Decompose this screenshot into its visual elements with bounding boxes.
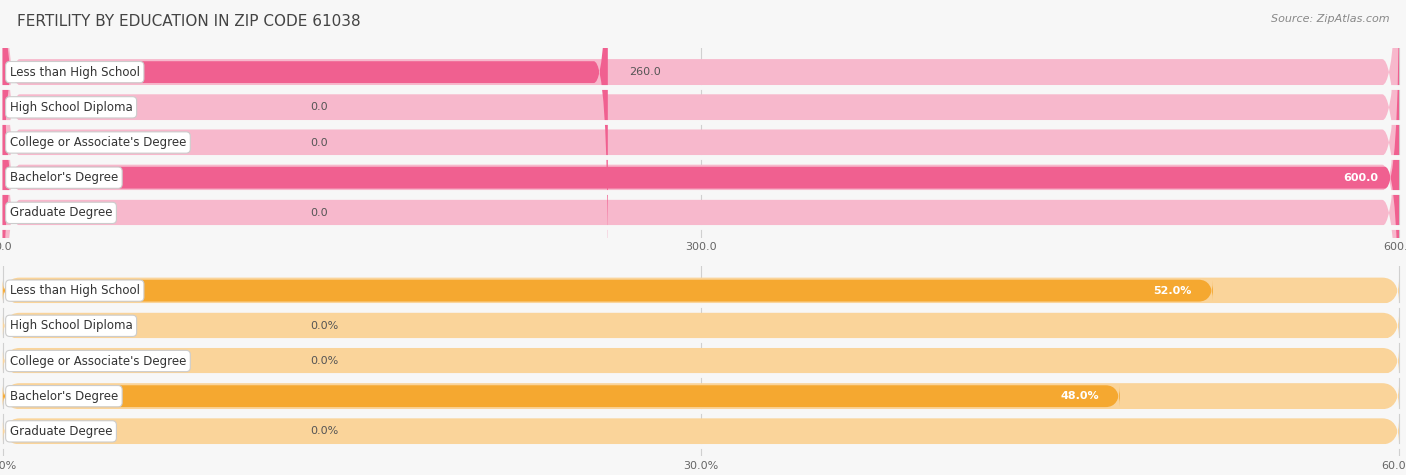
Text: 0.0: 0.0 [309,208,328,218]
FancyBboxPatch shape [3,418,1399,445]
FancyBboxPatch shape [3,0,1399,383]
Text: FERTILITY BY EDUCATION IN ZIP CODE 61038: FERTILITY BY EDUCATION IN ZIP CODE 61038 [17,14,360,29]
Text: College or Associate's Degree: College or Associate's Degree [10,136,186,149]
FancyBboxPatch shape [3,348,1399,374]
FancyBboxPatch shape [3,0,1399,378]
Text: 0.0%: 0.0% [309,427,339,437]
FancyBboxPatch shape [3,277,1399,304]
FancyBboxPatch shape [3,0,607,272]
Text: 0.0%: 0.0% [309,321,339,331]
Text: High School Diploma: High School Diploma [10,319,132,332]
Text: Bachelor's Degree: Bachelor's Degree [10,171,118,184]
FancyBboxPatch shape [3,0,1399,313]
Text: 0.0: 0.0 [309,137,328,148]
Text: Source: ZipAtlas.com: Source: ZipAtlas.com [1271,14,1389,24]
Text: Bachelor's Degree: Bachelor's Degree [10,390,118,403]
FancyBboxPatch shape [3,313,1399,339]
Text: 48.0%: 48.0% [1060,391,1099,401]
FancyBboxPatch shape [3,0,1399,453]
Text: 0.0: 0.0 [309,102,328,112]
FancyBboxPatch shape [3,0,1399,418]
Text: 52.0%: 52.0% [1153,285,1192,295]
Text: 260.0: 260.0 [628,67,661,77]
Text: 600.0: 600.0 [1343,173,1378,183]
Text: Less than High School: Less than High School [10,66,139,79]
FancyBboxPatch shape [3,0,1399,348]
FancyBboxPatch shape [3,280,1213,302]
FancyBboxPatch shape [3,385,1119,407]
Text: Graduate Degree: Graduate Degree [10,206,112,219]
Text: 0.0%: 0.0% [309,356,339,366]
Text: College or Associate's Degree: College or Associate's Degree [10,354,186,368]
Text: Graduate Degree: Graduate Degree [10,425,112,438]
Text: Less than High School: Less than High School [10,284,139,297]
FancyBboxPatch shape [3,383,1399,409]
Text: High School Diploma: High School Diploma [10,101,132,114]
